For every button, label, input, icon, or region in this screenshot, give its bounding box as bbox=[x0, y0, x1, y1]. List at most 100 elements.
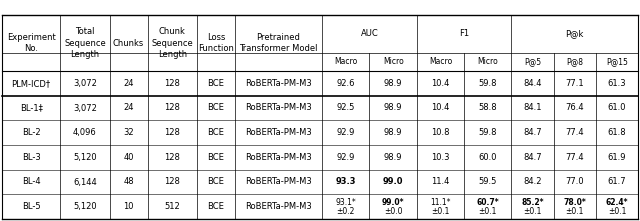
Text: 40: 40 bbox=[124, 153, 134, 162]
Text: 10.4: 10.4 bbox=[431, 103, 450, 112]
Text: P@k: P@k bbox=[566, 29, 584, 38]
Text: BL-4: BL-4 bbox=[22, 177, 40, 187]
Text: RoBERTa-PM-M3: RoBERTa-PM-M3 bbox=[245, 79, 312, 88]
Text: 60.0: 60.0 bbox=[479, 153, 497, 162]
Text: 10: 10 bbox=[124, 202, 134, 211]
Text: 93.3: 93.3 bbox=[335, 177, 356, 187]
Text: 61.9: 61.9 bbox=[607, 153, 626, 162]
Text: BCE: BCE bbox=[207, 177, 225, 187]
Text: 128: 128 bbox=[164, 79, 180, 88]
Text: RoBERTa-PM-M3: RoBERTa-PM-M3 bbox=[245, 103, 312, 112]
Text: 59.5: 59.5 bbox=[479, 177, 497, 187]
Text: 10.3: 10.3 bbox=[431, 153, 450, 162]
Text: 59.8: 59.8 bbox=[479, 79, 497, 88]
Text: 24: 24 bbox=[124, 79, 134, 88]
Text: 99.0*: 99.0* bbox=[382, 198, 404, 207]
Text: BL-1‡: BL-1‡ bbox=[20, 103, 42, 112]
Text: F1: F1 bbox=[459, 29, 469, 38]
Text: Micro: Micro bbox=[477, 57, 498, 67]
Text: 5,120: 5,120 bbox=[73, 202, 97, 211]
Text: Total
Sequence
Length: Total Sequence Length bbox=[64, 27, 106, 59]
Text: 10.8: 10.8 bbox=[431, 128, 450, 137]
Text: 85.2*: 85.2* bbox=[521, 198, 544, 207]
Text: Macro: Macro bbox=[429, 57, 452, 67]
Text: 61.3: 61.3 bbox=[607, 79, 626, 88]
Text: 10.4: 10.4 bbox=[431, 79, 450, 88]
Text: RoBERTa-PM-M3: RoBERTa-PM-M3 bbox=[245, 177, 312, 187]
Text: 98.9: 98.9 bbox=[384, 103, 403, 112]
Text: 62.4*: 62.4* bbox=[605, 198, 628, 207]
Text: 76.4: 76.4 bbox=[565, 103, 584, 112]
Text: Pretrained
Transformer Model: Pretrained Transformer Model bbox=[239, 33, 318, 53]
Text: RoBERTa-PM-M3: RoBERTa-PM-M3 bbox=[245, 153, 312, 162]
Text: 92.5: 92.5 bbox=[337, 103, 355, 112]
Text: 84.1: 84.1 bbox=[524, 103, 541, 112]
Text: Experiment
No.: Experiment No. bbox=[7, 33, 56, 53]
Text: ±0.1: ±0.1 bbox=[608, 207, 626, 216]
Text: Chunk
Sequence
Length: Chunk Sequence Length bbox=[152, 27, 193, 59]
Text: 84.7: 84.7 bbox=[523, 153, 542, 162]
Text: 24: 24 bbox=[124, 103, 134, 112]
Text: 512: 512 bbox=[164, 202, 180, 211]
Text: ±0.1: ±0.1 bbox=[524, 207, 541, 216]
Text: ±0.2: ±0.2 bbox=[337, 207, 355, 216]
Text: BL-2: BL-2 bbox=[22, 128, 40, 137]
Text: 77.1: 77.1 bbox=[565, 79, 584, 88]
Text: 59.8: 59.8 bbox=[479, 128, 497, 137]
Text: Macro: Macro bbox=[334, 57, 358, 67]
Text: 77.0: 77.0 bbox=[565, 177, 584, 187]
Text: 32: 32 bbox=[124, 128, 134, 137]
Text: ±0.0: ±0.0 bbox=[384, 207, 403, 216]
Text: 61.8: 61.8 bbox=[607, 128, 626, 137]
Text: ±0.1: ±0.1 bbox=[566, 207, 584, 216]
Text: BCE: BCE bbox=[207, 153, 225, 162]
Text: 3,072: 3,072 bbox=[73, 79, 97, 88]
Text: 92.9: 92.9 bbox=[337, 153, 355, 162]
Text: 98.9: 98.9 bbox=[384, 153, 403, 162]
Text: Loss
Function: Loss Function bbox=[198, 33, 234, 53]
Text: 92.6: 92.6 bbox=[337, 79, 355, 88]
Text: 128: 128 bbox=[164, 128, 180, 137]
Text: BL-3: BL-3 bbox=[22, 153, 40, 162]
Text: 61.7: 61.7 bbox=[607, 177, 626, 187]
Text: 6,144: 6,144 bbox=[73, 177, 97, 187]
Text: 11.1*: 11.1* bbox=[430, 198, 451, 207]
Text: Micro: Micro bbox=[383, 57, 403, 67]
Text: P@8: P@8 bbox=[566, 57, 583, 67]
Text: 128: 128 bbox=[164, 177, 180, 187]
Text: 78.0*: 78.0* bbox=[563, 198, 586, 207]
Text: 92.9: 92.9 bbox=[337, 128, 355, 137]
Text: 77.4: 77.4 bbox=[565, 128, 584, 137]
Text: P@5: P@5 bbox=[524, 57, 541, 67]
Text: 93.1*: 93.1* bbox=[335, 198, 356, 207]
Text: 128: 128 bbox=[164, 103, 180, 112]
Text: BCE: BCE bbox=[207, 128, 225, 137]
Text: 128: 128 bbox=[164, 153, 180, 162]
Text: 61.0: 61.0 bbox=[607, 103, 626, 112]
Text: 77.4: 77.4 bbox=[565, 153, 584, 162]
Text: PLM-ICD†: PLM-ICD† bbox=[12, 79, 51, 88]
Text: 60.7*: 60.7* bbox=[476, 198, 499, 207]
Text: 48: 48 bbox=[124, 177, 134, 187]
Text: 84.7: 84.7 bbox=[523, 128, 542, 137]
Text: 98.9: 98.9 bbox=[384, 79, 403, 88]
Text: Chunks: Chunks bbox=[113, 38, 144, 48]
Text: ±0.1: ±0.1 bbox=[431, 207, 450, 216]
Text: RoBERTa-PM-M3: RoBERTa-PM-M3 bbox=[245, 128, 312, 137]
Text: 98.9: 98.9 bbox=[384, 128, 403, 137]
Text: P@15: P@15 bbox=[606, 57, 628, 67]
Text: BCE: BCE bbox=[207, 202, 225, 211]
Text: 99.0: 99.0 bbox=[383, 177, 403, 187]
Text: ±0.1: ±0.1 bbox=[479, 207, 497, 216]
Text: 5,120: 5,120 bbox=[73, 153, 97, 162]
Text: 4,096: 4,096 bbox=[73, 128, 97, 137]
Text: BCE: BCE bbox=[207, 103, 225, 112]
Text: BL-5: BL-5 bbox=[22, 202, 40, 211]
Text: AUC: AUC bbox=[360, 29, 378, 38]
Text: 84.4: 84.4 bbox=[524, 79, 541, 88]
Text: 3,072: 3,072 bbox=[73, 103, 97, 112]
Text: RoBERTa-PM-M3: RoBERTa-PM-M3 bbox=[245, 202, 312, 211]
Text: BCE: BCE bbox=[207, 79, 225, 88]
Text: 84.2: 84.2 bbox=[524, 177, 541, 187]
Text: 58.8: 58.8 bbox=[479, 103, 497, 112]
